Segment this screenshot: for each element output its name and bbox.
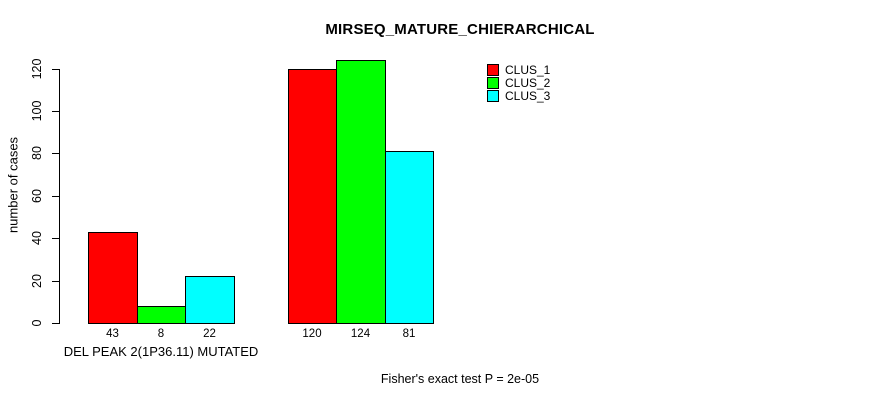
- y-axis-tick-label: 80: [30, 146, 44, 160]
- legend-swatch-clus_2: [487, 77, 499, 90]
- y-axis-tick-label: 20: [30, 274, 44, 288]
- y-axis-tick-label: 0: [30, 319, 44, 327]
- bar-value-label: 124: [350, 328, 371, 340]
- bar-value-label: 8: [157, 328, 165, 340]
- bar-clus_3: [385, 151, 434, 324]
- bar-clus_2: [137, 306, 186, 324]
- category-label: DEL PEAK 2(1P36.11) MUTATED: [63, 344, 259, 359]
- legend: CLUS_1 CLUS_2 CLUS_3: [487, 63, 550, 103]
- y-axis-tick-label: 40: [30, 231, 44, 245]
- legend-swatch-clus_3: [487, 90, 499, 103]
- y-axis-tick: [52, 111, 59, 112]
- pvalue-annotation: Fisher's exact test P = 2e-05: [380, 372, 540, 386]
- legend-item-label: CLUS_2: [505, 76, 551, 91]
- bar-value-label: 43: [106, 328, 119, 340]
- y-axis-line: [59, 69, 60, 324]
- y-axis-tick-label: 120: [30, 58, 44, 80]
- bar-clus_2: [336, 60, 386, 324]
- bar-clus_1: [88, 232, 138, 324]
- chart-title: MIRSEQ_MATURE_CHIERARCHICAL: [325, 21, 595, 38]
- bar-clus_3: [185, 276, 235, 324]
- legend-item: CLUS_3: [487, 90, 550, 103]
- legend-swatch-clus_1: [487, 63, 499, 76]
- y-axis-tick-label: 60: [30, 189, 44, 203]
- bar-clus_1: [288, 69, 337, 324]
- y-axis-tick-label: 100: [30, 100, 44, 122]
- bar-value-label: 81: [402, 328, 416, 340]
- legend-item: CLUS_2: [487, 76, 551, 91]
- y-axis-tick: [52, 323, 59, 324]
- y-axis-tick: [52, 196, 59, 197]
- legend-item: CLUS_1: [487, 63, 550, 76]
- bar-value-label: 120: [302, 328, 322, 340]
- legend-item-label: CLUS_3: [505, 89, 551, 104]
- y-axis-tick: [52, 281, 59, 282]
- y-axis-tick: [52, 153, 59, 154]
- legend-item-label: CLUS_1: [505, 62, 551, 77]
- y-axis-tick: [52, 238, 59, 239]
- y-axis-tick: [52, 69, 59, 70]
- bar-value-label: 22: [203, 328, 216, 340]
